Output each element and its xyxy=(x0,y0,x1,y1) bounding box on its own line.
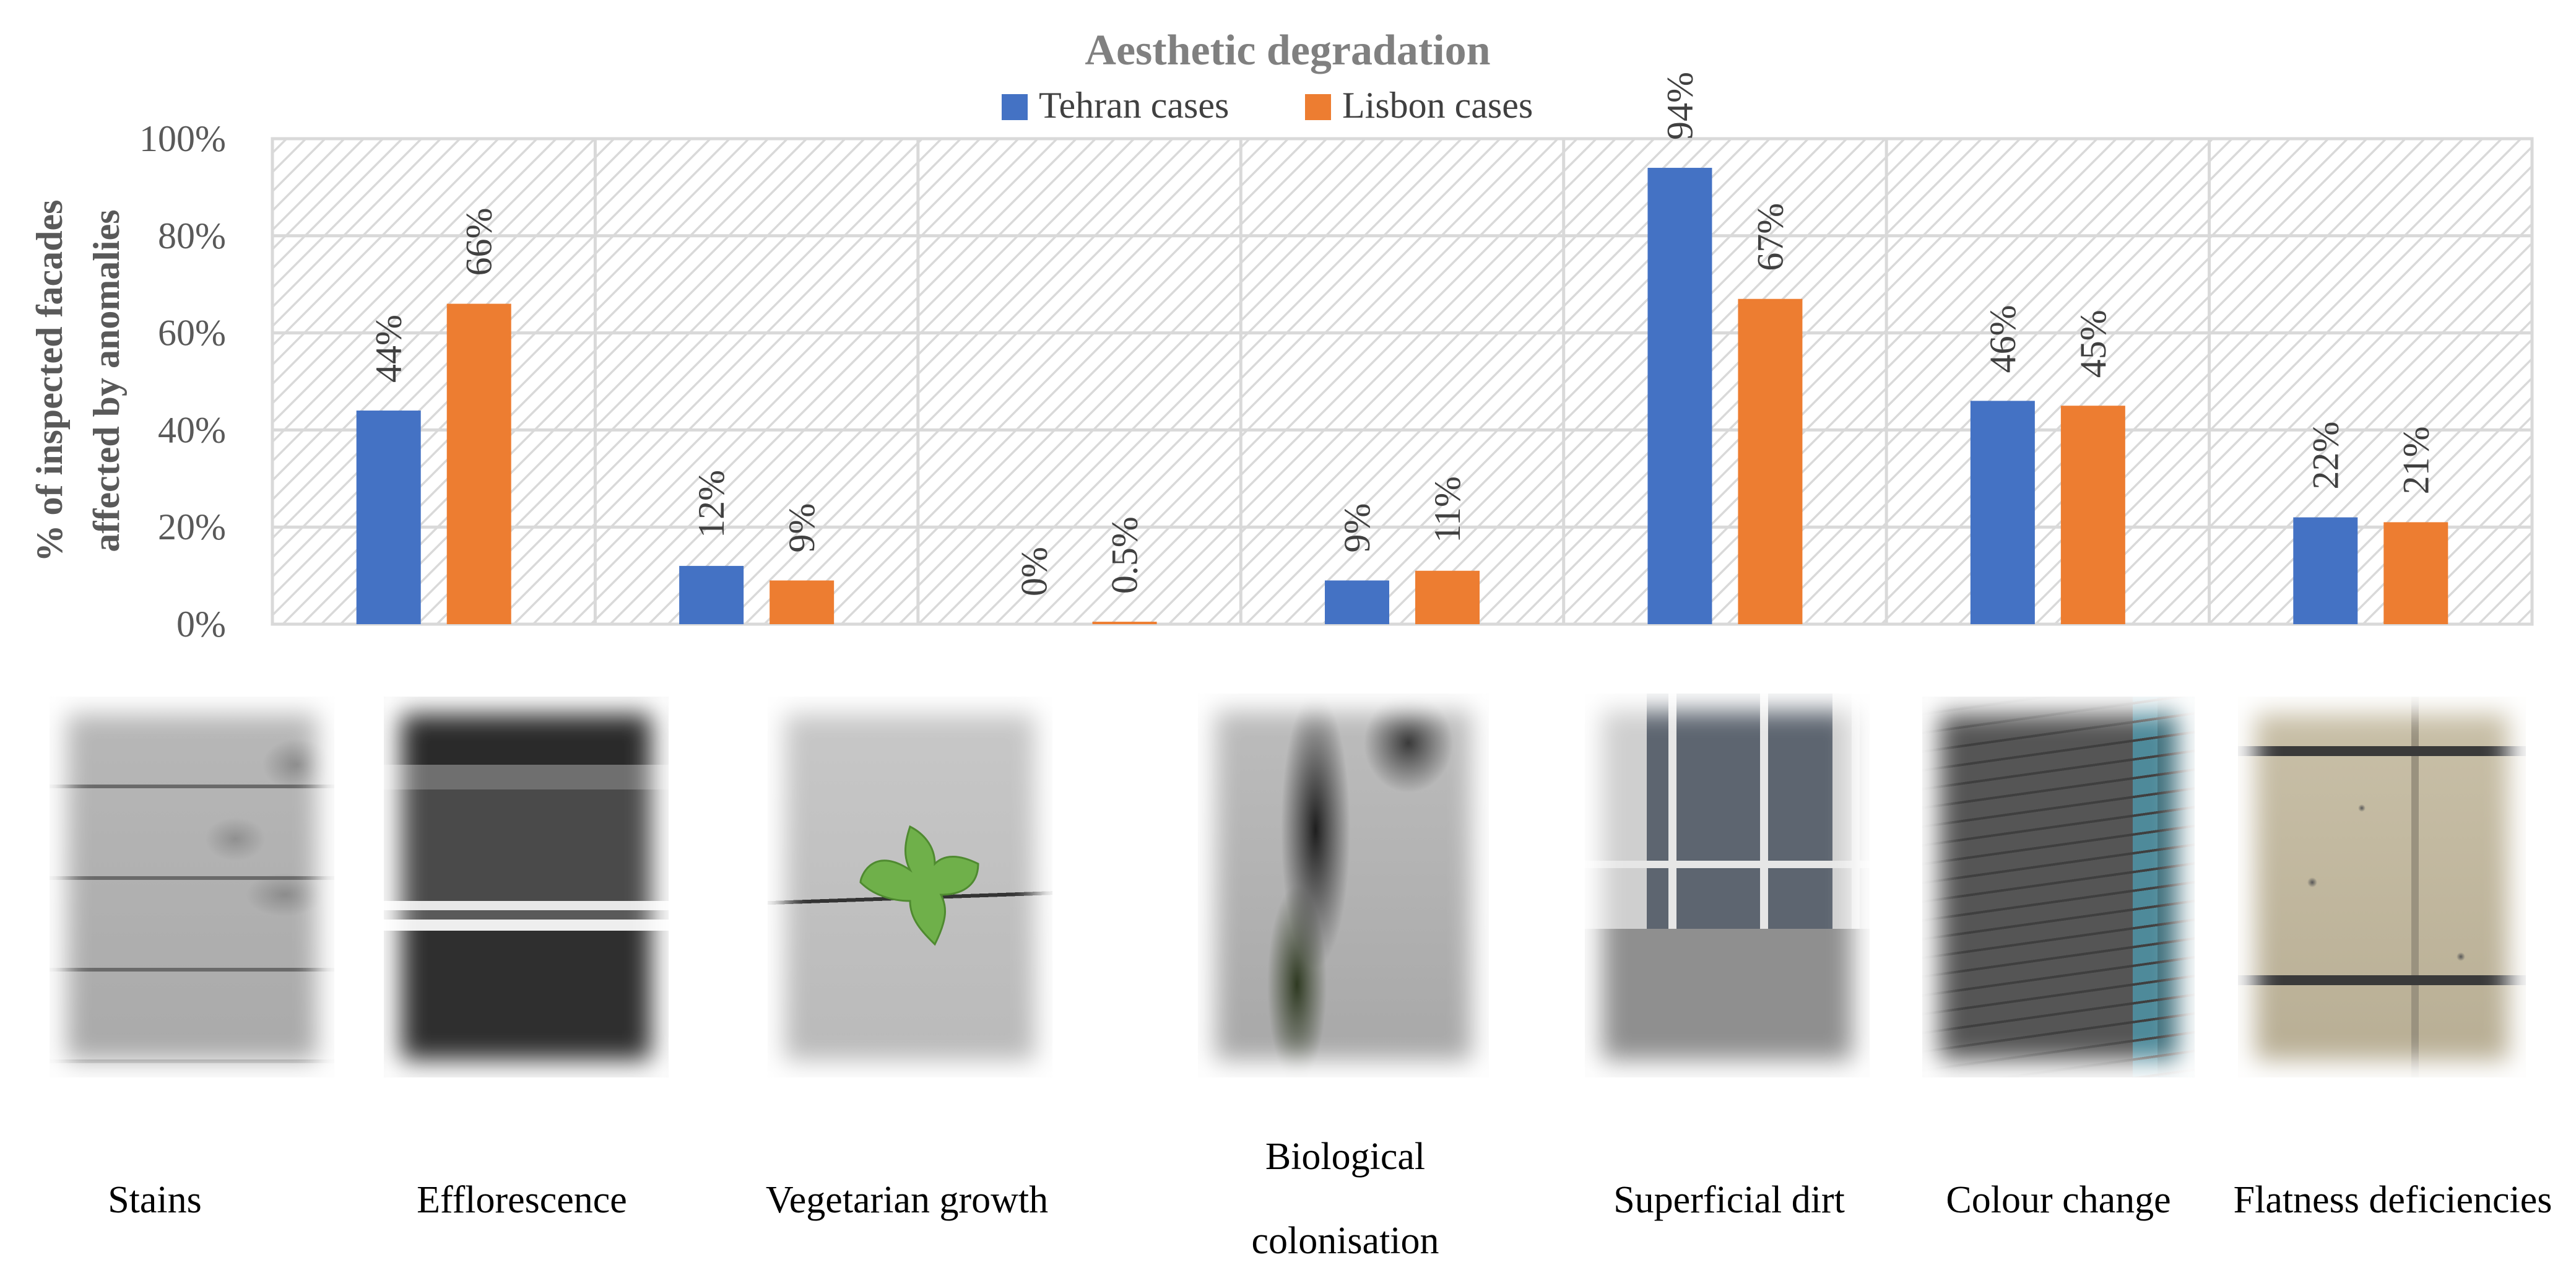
bar-lisbon xyxy=(1415,570,1480,624)
colour-change-photo xyxy=(1922,697,2195,1077)
bar-lisbon xyxy=(1738,298,1803,625)
data-label-tehran: 44% xyxy=(368,315,409,383)
bar-lisbon xyxy=(2060,406,2125,624)
y-axis-title-line-2: affected by anomalies xyxy=(86,209,127,552)
biological-colonisation-photo xyxy=(1198,694,1489,1077)
category-label-efflorescence: Efflorescence xyxy=(417,1179,627,1221)
legend-swatch-tehran xyxy=(1002,94,1028,120)
category-label-vegetarian-growth: Vegetarian growth xyxy=(765,1179,1049,1221)
y-tick-label: 40% xyxy=(158,409,226,450)
data-label-tehran: 12% xyxy=(691,470,732,538)
category-label-superficial-dirt: Superficial dirt xyxy=(1613,1179,1845,1221)
data-label-tehran: 22% xyxy=(2305,422,2346,490)
bar-tehran xyxy=(356,411,421,624)
y-axis-title-line-1: % of inspected facades xyxy=(29,200,70,562)
vegetarian-growth-photo xyxy=(768,697,1052,1077)
data-label-tehran: 46% xyxy=(1982,305,2023,373)
bar-tehran xyxy=(1647,168,1712,624)
category-label-biological-colonisation: Biological colonisation xyxy=(1251,1136,1439,1262)
legend-swatch-lisbon xyxy=(1305,94,1331,120)
bar-lisbon xyxy=(770,580,835,624)
data-label-tehran: 0% xyxy=(1014,547,1055,596)
category-label-flatness-deficiencies: Flatness deficiencies xyxy=(2233,1179,2552,1221)
data-label-lisbon: 0.5% xyxy=(1104,516,1145,594)
legend: Tehran cases Lisbon cases xyxy=(1002,85,1533,126)
category-label-colour-change: Colour change xyxy=(1946,1179,2171,1221)
leaf-icon xyxy=(859,825,979,946)
y-tick-label: 0% xyxy=(176,604,226,645)
y-tick-label: 60% xyxy=(158,313,226,354)
y-tick-label: 20% xyxy=(158,507,226,547)
bar-tehran xyxy=(1325,580,1389,624)
data-label-lisbon: 21% xyxy=(2395,426,2436,494)
bar-lisbon xyxy=(446,303,511,624)
data-label-lisbon: 45% xyxy=(2073,310,2114,378)
bar-lisbon xyxy=(2383,522,2448,624)
category-label-stains: Stains xyxy=(108,1179,202,1221)
data-label-tehran: 9% xyxy=(1337,503,1377,552)
data-label-tehran: 94% xyxy=(1659,72,1700,140)
legend-label-lisbon: Lisbon cases xyxy=(1342,85,1533,126)
bar-tehran xyxy=(1970,401,2035,624)
bar-tehran xyxy=(679,565,744,624)
data-label-lisbon: 9% xyxy=(781,503,822,552)
legend-label-tehran: Tehran cases xyxy=(1039,85,1229,126)
flatness-deficiencies-photo xyxy=(2238,697,2526,1077)
y-tick-label: 80% xyxy=(158,215,226,256)
y-axis-title: % of inspected facades affected by anoma… xyxy=(29,200,127,562)
chart-title: Aesthetic degradation xyxy=(1085,27,1490,74)
superficial-dirt-photo xyxy=(1585,694,1870,1077)
efflorescence-photo xyxy=(384,697,669,1077)
y-tick-label: 100% xyxy=(139,118,226,159)
data-label-lisbon: 66% xyxy=(459,208,500,276)
data-label-lisbon: 67% xyxy=(1750,203,1790,271)
bar-tehran xyxy=(2293,517,2358,624)
data-label-lisbon: 11% xyxy=(1427,476,1468,543)
chart: 0% 20% 40% 60% 80% 100% 44% 66% 12% 9% 0% 0.5% 9% 11… xyxy=(29,27,2534,645)
bar-lisbon xyxy=(1092,622,1157,624)
stains-photo xyxy=(50,697,334,1077)
plot-area xyxy=(271,137,2534,626)
